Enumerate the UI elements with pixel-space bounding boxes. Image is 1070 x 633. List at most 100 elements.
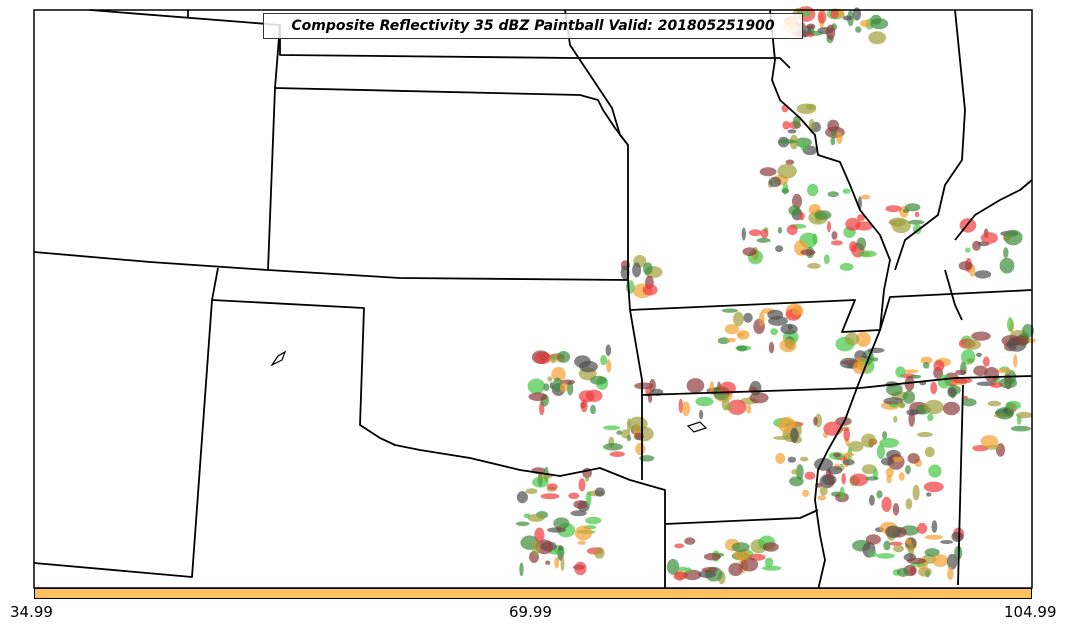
paintball-blob [594,547,605,559]
paintball-blob [728,562,743,577]
paintball-blob [905,498,913,510]
paintball-blob [972,445,989,452]
paintball-blob [701,567,718,573]
paintball-blob [926,492,932,497]
paintball-blob [603,443,623,451]
paintball-blob [889,541,903,546]
colorbar [34,588,1032,599]
paintball-blob [857,214,866,222]
paintball-blob [823,254,830,265]
paintball-blob [860,194,871,200]
paintball-blob [961,349,976,365]
paintball-blob [881,496,892,512]
colorbar-tick-min: 34.99 [10,603,53,621]
paintball-blob [775,245,784,253]
paintball-blob [749,380,762,396]
paintball-blob [906,557,927,565]
paintball-blob [799,456,809,462]
map-title: Composite Reflectivity 35 dBZ Paintball … [263,13,803,39]
paintball-blob [787,456,797,463]
paintball-blob [930,381,938,395]
paintball-blob [980,232,999,244]
paintball-blob [1010,425,1031,432]
paintball-blob [807,263,821,269]
paintball-blob [760,228,769,239]
paintball-blob [724,324,740,335]
paintball-blob [746,404,752,414]
paintball-blob [733,549,750,561]
paintball-blob [773,435,792,440]
paintball-blob [800,142,808,151]
paintball-blob [849,473,869,486]
paintball-blob [996,368,1011,374]
paintball-blob [600,355,608,366]
paintball-blob [554,557,560,569]
paintball-blob [876,553,895,559]
paintball-blob [532,540,540,556]
paintball-blob [585,491,592,507]
paintball-blob [844,452,855,457]
paintball-blob [817,10,827,24]
paintball-blob [841,473,846,485]
paintball-blob [843,427,851,442]
paintball-blob [625,280,635,294]
paintball-blob [869,494,875,506]
paintball-blob [832,452,842,457]
paintball-blob [848,441,864,452]
paintball-blob [995,407,1014,420]
paintball-blob [999,257,1015,274]
paintball-blob [971,331,991,341]
paintball-blob [686,378,705,394]
paintball-blob [974,270,992,279]
paintball-blob [1013,354,1018,368]
paintball-blob [709,381,715,396]
paintball-blob [727,399,747,415]
paintball-blob [905,538,912,545]
reflectivity-paintballs [515,6,1037,585]
paintball-blob [807,183,819,197]
paintball-blob [695,396,714,407]
paintball-blob [585,516,602,525]
paintball-blob [804,471,816,480]
paintball-blob [570,510,587,517]
paintball-blob [775,452,786,464]
paintball-blob [523,513,531,519]
paintball-blob [1007,317,1014,332]
paintball-blob [1015,411,1033,419]
paintball-blob [917,522,928,534]
paintball-blob [763,542,779,552]
paintball-blob [856,331,871,347]
paintball-blob [721,397,730,411]
paintball-blob [574,561,587,576]
paintball-blob [800,249,816,256]
paintball-blob [791,469,800,475]
paintball-blob [888,219,898,226]
paintball-blob [578,478,586,492]
paintball-blob [789,476,804,487]
paintball-blob [937,374,951,389]
paintball-blob [527,378,545,394]
paintball-blob [528,392,548,402]
state-boundaries [33,9,1033,591]
paintball-blob [790,427,799,443]
paintball-blob [643,262,653,275]
paintball-blob [825,24,836,40]
paintball-blob [892,456,903,462]
paintball-blob [792,115,801,129]
paintball-blob [527,513,545,523]
paintball-blob [703,552,721,561]
paintball-blob [893,544,904,553]
paintball-blob [868,31,887,45]
paintball-blob [673,571,686,581]
paintball-blob [860,19,871,28]
paintball-blob [578,390,595,403]
paintball-blob [907,453,920,464]
paintball-blob [792,305,803,316]
paintball-blob [910,374,922,379]
paintball-blob [922,362,930,369]
paintball-blob [892,503,900,516]
paintball-blob [525,488,538,494]
paintball-blob [827,466,843,475]
paintball-blob [951,531,964,542]
